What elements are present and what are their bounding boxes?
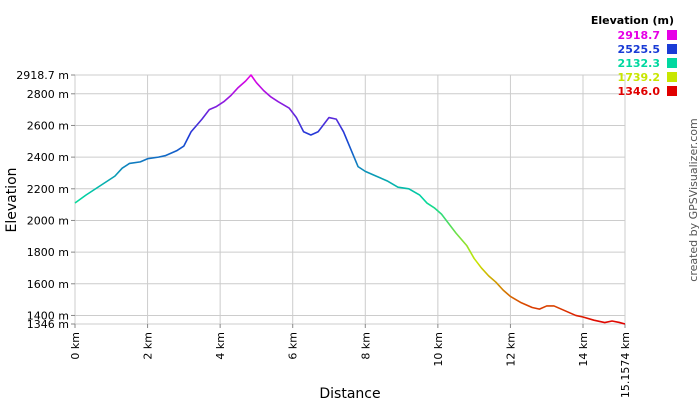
y-tick-label: 1600 m [27, 278, 69, 291]
legend-swatch [667, 30, 677, 40]
x-tick-label: 4 km [214, 332, 227, 360]
elevation-line [74, 74, 626, 325]
x-axis-title: Distance [319, 386, 380, 400]
x-tick-label: 14 km [577, 332, 590, 367]
y-tick-label: 2918.7 m [16, 69, 69, 82]
y-tick-label: 2200 m [27, 183, 69, 196]
legend-swatch [667, 72, 677, 82]
y-tick-label: 2600 m [27, 119, 69, 132]
y-tick-label: 1400 m [27, 309, 69, 322]
legend-entry-label: 2918.7 [618, 29, 660, 42]
legend-entry-label: 1739.2 [618, 71, 660, 84]
x-tick-label: 0 km [69, 332, 82, 360]
y-tick-label: 1346 m [27, 318, 69, 331]
y-axis-title: Elevation [4, 167, 20, 232]
legend-swatch [667, 58, 677, 68]
x-tick-label: 10 km [432, 332, 445, 367]
legend-entry-label: 1346.0 [618, 85, 661, 98]
x-axis-ticks: 0 km 2 km 4 km 6 km 8 km 10 km 12 km 14 km 15.15… [69, 324, 632, 398]
legend-entry-label: 2132.3 [618, 57, 660, 70]
x-tick-label: 12 km [504, 332, 517, 367]
legend-swatch [667, 44, 677, 54]
x-tick-label: 6 km [287, 332, 300, 360]
credit-text: created by GPSVisualizer.com [687, 118, 700, 281]
legend-title: Elevation (m) [591, 14, 674, 27]
x-tick-label: 2 km [142, 332, 155, 360]
y-tick-label: 2000 m [27, 214, 69, 227]
legend-swatch [667, 86, 677, 96]
legend-entry-label: 2525.5 [618, 43, 660, 56]
y-tick-label: 2400 m [27, 151, 69, 164]
x-tick-label: 15.1574 km [619, 332, 632, 398]
x-tick-label: 8 km [359, 332, 372, 360]
plot-frame [74, 74, 626, 325]
y-tick-label: 2800 m [27, 88, 69, 101]
y-tick-label: 1800 m [27, 246, 69, 259]
grid [74, 74, 626, 325]
